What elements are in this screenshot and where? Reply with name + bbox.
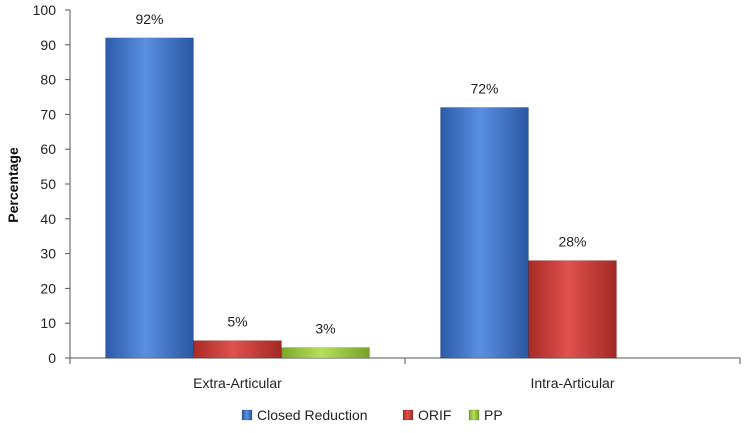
x-axis-categories: Extra-Articular Intra-Articular [193,375,615,391]
legend-swatch [468,409,480,421]
data-label: 3% [315,321,335,337]
y-tick-label: 90 [40,37,56,53]
data-label: 28% [558,234,586,250]
y-tick-label: 80 [40,72,56,88]
legend-label: ORIF [418,407,451,423]
legend-label: PP [484,407,503,423]
legend: Closed Reduction ORIF PP [241,407,503,423]
y-tick-label: 70 [40,106,56,122]
y-tick-label: 100 [33,2,57,18]
data-label: 72% [470,80,498,96]
legend-swatch [241,409,253,421]
y-tick-label: 50 [40,176,56,192]
y-axis-label: Percentage [5,147,21,223]
bars [105,37,617,359]
y-tick-label: 0 [48,350,56,366]
y-tick-label: 10 [40,315,56,331]
bar-pp [281,347,370,359]
y-tick-label: 30 [40,246,56,262]
data-labels: 92% 5% 3% 72% 28% [135,11,586,337]
data-label: 5% [227,314,247,330]
y-tick-label: 60 [40,141,56,157]
bar-closed-reduction [105,37,194,359]
y-tick-label: 40 [40,211,56,227]
data-label: 92% [135,11,163,27]
bar-orif [528,260,617,359]
bar-closed-reduction [440,107,529,359]
legend-label: Closed Reduction [257,407,368,423]
y-tick-label: 20 [40,280,56,296]
x-category-label: Extra-Articular [193,375,282,391]
y-axis-ticks: 0 10 20 30 40 50 60 70 80 90 100 [33,2,70,366]
x-category-label: Intra-Articular [530,375,614,391]
bar-orif [193,340,282,359]
legend-swatch [402,409,414,421]
